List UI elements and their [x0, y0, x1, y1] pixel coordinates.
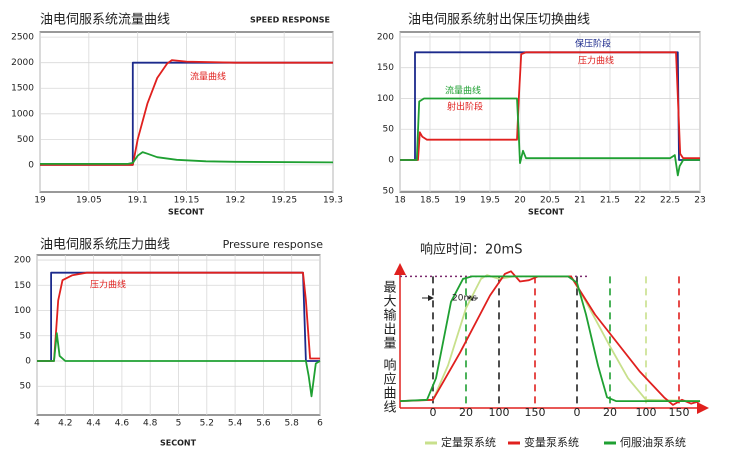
- annotation: 射出阶段: [447, 101, 483, 113]
- chart-subtitle: SPEED RESPONSE: [250, 16, 330, 25]
- series-line: [399, 274, 701, 402]
- annotation: 保压阶段: [575, 38, 611, 50]
- chart-title: 油电伺服系统压力曲线: [40, 238, 170, 253]
- series-line: [400, 51, 700, 161]
- chart-title: 响应时间：20mS: [420, 242, 522, 258]
- x-tick-label: 150: [525, 406, 546, 419]
- chart-title: 油电伺服系统射出保压切换曲线: [408, 12, 590, 28]
- y-tick-label: 50: [383, 186, 395, 196]
- x-tick-label: 5.8: [285, 419, 300, 429]
- x-tick-label: 19.25: [271, 196, 297, 206]
- annotation: 20ms: [452, 294, 477, 304]
- x-axis-label: SECONT: [160, 439, 197, 448]
- x-tick-label: 20: [459, 406, 473, 419]
- x-tick-label: 5.2: [200, 419, 214, 429]
- x-tick-label: 6: [317, 419, 323, 429]
- x-tick-label: 100: [489, 406, 510, 419]
- x-tick-label: 150: [669, 406, 690, 419]
- x-tick-label: 5.4: [228, 419, 243, 429]
- x-tick-label: 20.5: [540, 196, 560, 206]
- x-tick-label: 5: [176, 419, 182, 429]
- x-tick-label: 4.8: [143, 419, 158, 429]
- y-tick-label: 100: [377, 94, 394, 104]
- series-line: [40, 59, 333, 166]
- x-tick-label: 4.4: [86, 419, 101, 429]
- x-tick-label: 22.5: [660, 196, 680, 206]
- annotation: 压力曲线: [90, 279, 126, 291]
- x-tick-label: 21: [574, 196, 585, 206]
- y-tick-label: 150: [14, 281, 31, 291]
- x-tick-label: 19.2: [225, 196, 245, 206]
- x-tick-label: 5.6: [256, 419, 271, 429]
- x-axis-label: SECONT: [528, 208, 565, 217]
- x-tick-label: 20: [514, 196, 526, 206]
- series-line: [37, 332, 321, 398]
- y-tick-label: 200: [14, 256, 31, 266]
- x-tick-label: 22: [634, 196, 645, 206]
- x-tick-label: 100: [636, 406, 657, 419]
- x-tick-label: 0: [574, 406, 581, 419]
- annotation: 流量曲线: [190, 71, 226, 83]
- y-tick-label: 50: [20, 331, 32, 341]
- annotation: 压力曲线: [578, 55, 614, 67]
- series-line: [400, 97, 700, 177]
- chart-title: 油电伺服系统流量曲线: [40, 13, 170, 28]
- x-tick-label: 19: [34, 196, 46, 206]
- annotation: 流量曲线: [445, 85, 481, 97]
- x-tick-label: 21.5: [600, 196, 620, 206]
- x-tick-label: 19.5: [480, 196, 500, 206]
- y-axis-label: 最大输出量: [381, 280, 397, 350]
- x-tick-label: 23: [694, 196, 705, 206]
- x-tick-label: 4.6: [115, 419, 130, 429]
- y-tick-label: 50: [383, 125, 395, 135]
- x-tick-label: 4: [34, 419, 40, 429]
- y-tick-label: 1500: [11, 84, 34, 94]
- y-tick-label: 150: [377, 63, 394, 73]
- x-tick-label: 4.2: [58, 419, 72, 429]
- x-tick-label: 19: [454, 196, 466, 206]
- y-tick-label: 2000: [11, 58, 34, 68]
- series-line: [399, 275, 700, 402]
- x-tick-label: 19.3: [323, 196, 343, 206]
- series-line: [399, 270, 701, 406]
- legend-label: 变量泵系统: [524, 435, 579, 449]
- x-tick-label: 19.15: [174, 196, 200, 206]
- y-axis-label: 响应曲线: [381, 357, 397, 414]
- chart-subtitle: Pressure response: [223, 238, 324, 251]
- series-line: [40, 151, 334, 165]
- legend-label: 定量泵系统: [441, 435, 496, 449]
- y-tick-label: 2500: [11, 33, 34, 43]
- x-axis-label: SECONT: [168, 208, 205, 217]
- y-tick-label: 200: [377, 32, 394, 42]
- series-line: [37, 271, 320, 362]
- y-tick-label: 50: [20, 382, 32, 392]
- y-tick-label: 0: [25, 356, 31, 366]
- legend-label: 伺服油泵系统: [620, 435, 686, 449]
- x-tick-label: 18.5: [420, 196, 440, 206]
- x-tick-label: 0: [430, 406, 437, 419]
- x-tick-label: 20: [603, 406, 617, 419]
- y-tick-label: 1000: [11, 109, 34, 119]
- x-tick-label: 19.1: [128, 196, 148, 206]
- x-tick-label: 18: [394, 196, 406, 206]
- y-tick-label: 100: [14, 306, 31, 316]
- y-tick-label: 0: [388, 156, 394, 166]
- y-tick-label: 500: [17, 135, 34, 145]
- y-tick-label: 0: [28, 160, 34, 170]
- x-tick-label: 19.05: [76, 196, 102, 206]
